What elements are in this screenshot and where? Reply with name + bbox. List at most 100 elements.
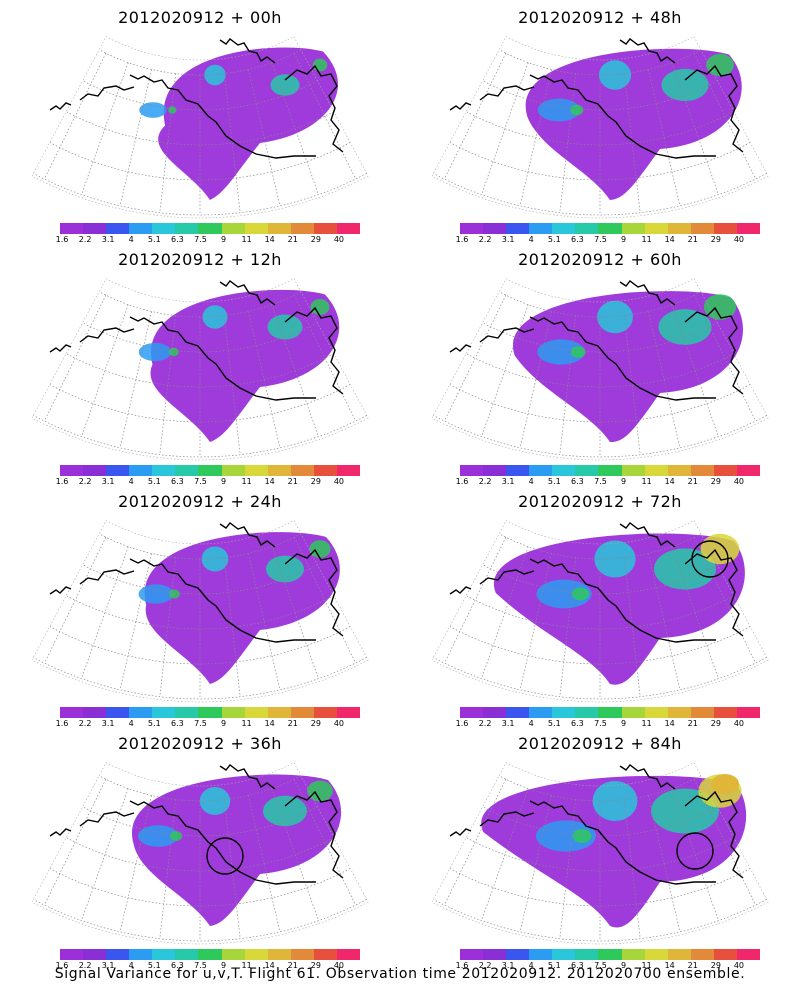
colorbar-tick-label: 7.5 bbox=[194, 477, 207, 486]
colorbar-tick-label: 11 bbox=[641, 477, 652, 486]
colorbar-swatch bbox=[60, 707, 84, 718]
coastline bbox=[449, 280, 744, 401]
colorbar-swatch bbox=[313, 707, 337, 718]
colorbar-swatch bbox=[552, 949, 576, 960]
colorbar-tick-label: 11 bbox=[241, 719, 252, 728]
graticule bbox=[31, 278, 369, 461]
colorbar-swatch bbox=[483, 707, 507, 718]
colorbar-swatch bbox=[244, 707, 268, 718]
panel-title: 2012020912 + 60h bbox=[518, 250, 682, 269]
colorbar bbox=[60, 707, 361, 718]
colorbar-tick-label: 3.1 bbox=[101, 719, 115, 728]
forecast-panel: 2012020912 + 72h 1.6 2.2 3.1 4 5.1 6.3 7.5 9 11 14… bbox=[400, 484, 800, 729]
colorbar-tick-label: 1.6 bbox=[55, 719, 69, 728]
colorbar-swatch bbox=[152, 949, 176, 960]
colorbar-tick-label: 4 bbox=[528, 235, 534, 244]
colorbar-swatch bbox=[713, 465, 737, 476]
colorbar-swatch bbox=[552, 465, 576, 476]
colorbar-swatch bbox=[221, 223, 245, 234]
colorbar-tick-label: 21 bbox=[687, 477, 698, 486]
colorbar-swatch bbox=[598, 707, 622, 718]
colorbar-tick-label: 2.2 bbox=[78, 477, 92, 486]
colorbar-swatch bbox=[267, 223, 291, 234]
colorbar-swatch bbox=[575, 465, 599, 476]
graticule bbox=[431, 520, 769, 703]
colorbar-tick-label: 5.1 bbox=[547, 235, 561, 244]
colorbar-labels: 1.6 2.2 3.1 4 5.1 6.3 7.5 9 11 14 21 29 40 bbox=[456, 235, 760, 245]
colorbar-tick-label: 11 bbox=[641, 719, 652, 728]
colorbar-swatch bbox=[244, 949, 268, 960]
colorbar-tick-label: 3.1 bbox=[501, 235, 515, 244]
colorbar-tick-label: 2.2 bbox=[478, 477, 492, 486]
colorbar-tick-label: 29 bbox=[310, 719, 321, 728]
colorbar-swatch bbox=[506, 707, 530, 718]
colorbar-tick-label: 7.5 bbox=[194, 719, 207, 728]
colorbar-labels: 1.6 2.2 3.1 4 5.1 6.3 7.5 9 11 14 21 29 40 bbox=[56, 235, 360, 245]
colorbar-swatch bbox=[483, 223, 507, 234]
colorbar bbox=[460, 223, 761, 234]
colorbar-tick-label: 4 bbox=[128, 961, 134, 970]
colorbar-swatch bbox=[198, 707, 222, 718]
colorbar-swatch bbox=[83, 949, 107, 960]
forecast-panel: 2012020912 + 60h 1.6 2.2 3.1 4 5.1 6.3 7.5 9 11 14… bbox=[400, 242, 800, 486]
variance-field bbox=[525, 48, 742, 200]
colorbar-tick-label: 11 bbox=[241, 235, 252, 244]
colorbar-swatch bbox=[529, 949, 553, 960]
forecast-panel: 2012020912 + 36h 1.6 2.2 3.1 4 5.1 6.3 7.5 9 11 14… bbox=[0, 726, 400, 971]
panel-title: 2012020912 + 72h bbox=[518, 492, 682, 511]
colorbar-swatch bbox=[267, 465, 291, 476]
colorbar-tick-label: 7.5 bbox=[594, 477, 607, 486]
colorbar-tick-label: 4 bbox=[128, 477, 134, 486]
colorbar-tick-label: 5.1 bbox=[547, 477, 561, 486]
colorbar-tick-label: 29 bbox=[310, 477, 321, 486]
graticule bbox=[431, 36, 769, 219]
colorbar-labels: 1.6 2.2 3.1 4 5.1 6.3 7.5 9 11 14 21 29 40 bbox=[56, 961, 360, 971]
colorbar-swatch bbox=[690, 223, 714, 234]
polar-map bbox=[431, 36, 769, 219]
colorbar-tick-label: 11 bbox=[241, 961, 252, 970]
colorbar-tick-label: 1.6 bbox=[55, 961, 69, 970]
colorbar-tick-label: 7.5 bbox=[594, 961, 607, 970]
colorbar-tick-label: 7.5 bbox=[594, 719, 607, 728]
colorbar-swatch bbox=[313, 465, 337, 476]
colorbar-tick-label: 3.1 bbox=[101, 961, 115, 970]
graticule bbox=[431, 762, 769, 945]
colorbar-tick-label: 6.3 bbox=[571, 477, 584, 486]
colorbar-tick-label: 29 bbox=[310, 235, 321, 244]
colorbar-swatch bbox=[460, 223, 484, 234]
polar-map bbox=[431, 762, 769, 945]
colorbar-swatch bbox=[106, 949, 130, 960]
colorbar-tick-label: 6.3 bbox=[571, 719, 584, 728]
colorbar-swatch bbox=[736, 223, 761, 234]
colorbar-labels: 1.6 2.2 3.1 4 5.1 6.3 7.5 9 11 14 21 29 40 bbox=[456, 719, 760, 729]
colorbar-swatch bbox=[529, 223, 553, 234]
colorbar-tick-label: 9 bbox=[220, 477, 227, 486]
colorbar-swatch bbox=[129, 465, 153, 476]
colorbar-tick-label: 21 bbox=[687, 235, 698, 244]
polar-map bbox=[31, 762, 369, 945]
colorbar-swatch bbox=[598, 949, 622, 960]
colorbar-swatch bbox=[713, 707, 737, 718]
colorbar-tick-label: 14 bbox=[264, 235, 275, 244]
colorbar-swatch bbox=[336, 223, 361, 234]
panel-title: 2012020912 + 48h bbox=[518, 8, 682, 27]
colorbar-tick-label: 3.1 bbox=[501, 477, 515, 486]
colorbar-labels: 1.6 2.2 3.1 4 5.1 6.3 7.5 9 11 14 21 29 40 bbox=[56, 719, 360, 729]
variance-field bbox=[493, 533, 745, 685]
colorbar-swatch bbox=[644, 707, 668, 718]
colorbar-swatch bbox=[575, 707, 599, 718]
colorbar-swatch bbox=[198, 465, 222, 476]
colorbar-swatch bbox=[313, 223, 337, 234]
colorbar-swatch bbox=[713, 223, 737, 234]
coastline bbox=[449, 522, 744, 643]
colorbar-tick-label: 3.1 bbox=[101, 235, 115, 244]
colorbar-swatch bbox=[644, 223, 668, 234]
polar-map bbox=[431, 520, 769, 703]
colorbar-swatch bbox=[129, 707, 153, 718]
colorbar-tick-label: 29 bbox=[310, 961, 321, 970]
colorbar-swatch bbox=[290, 707, 314, 718]
colorbar-swatch bbox=[690, 707, 714, 718]
panel-title: 2012020912 + 24h bbox=[118, 492, 282, 511]
coastline bbox=[49, 522, 344, 643]
colorbar-swatch bbox=[667, 223, 691, 234]
